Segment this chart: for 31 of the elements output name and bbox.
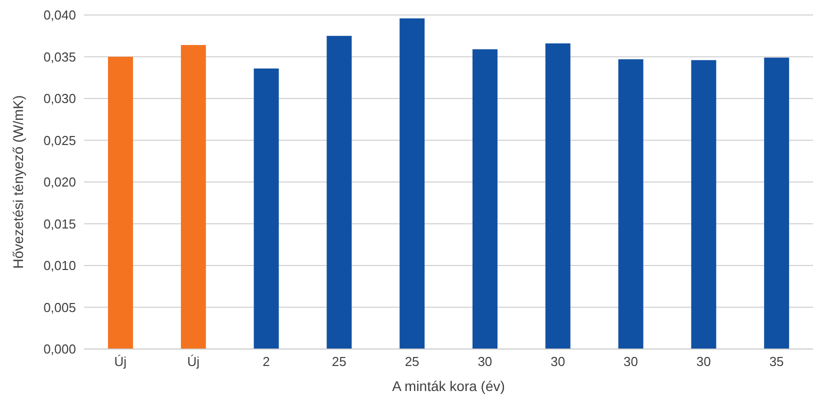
y-tick-label: 0,035: [43, 49, 76, 64]
bar: [472, 49, 498, 349]
bar: [108, 56, 133, 349]
x-tick-label: 30: [478, 354, 492, 370]
bar: [764, 58, 790, 349]
y-tick-label: 0,000: [43, 342, 76, 357]
y-tick-label: 0,015: [43, 216, 76, 232]
y-tick-label: 0,020: [43, 174, 76, 190]
y-tick-label: 0,030: [43, 91, 76, 106]
bar: [254, 68, 279, 349]
y-tick-label: 0,025: [43, 132, 76, 148]
x-tick-label: 25: [404, 354, 420, 370]
y-axis-title: Hővezetési tényező (W/mK): [10, 95, 26, 269]
bar: [545, 43, 570, 349]
y-tick-label: 0,005: [43, 300, 76, 315]
bar: [618, 59, 644, 349]
x-tick-label: 25: [332, 354, 346, 370]
x-tick-label: 30: [696, 354, 711, 370]
y-tick-label: 0,010: [43, 258, 76, 274]
x-tick-label: 2: [262, 354, 270, 370]
x-tick-label: Új: [187, 354, 200, 370]
x-tick-label: 30: [550, 354, 566, 370]
x-axis-title: A minták kora (év): [392, 378, 505, 394]
bar: [180, 45, 206, 349]
y-tick-label: 0,040: [43, 8, 76, 23]
x-tick-label: Új: [114, 354, 127, 370]
bar: [400, 18, 425, 349]
bar: [691, 60, 716, 349]
x-tick-label: 30: [624, 354, 638, 370]
bar: [326, 36, 352, 349]
x-tick-label: 35: [769, 354, 784, 370]
